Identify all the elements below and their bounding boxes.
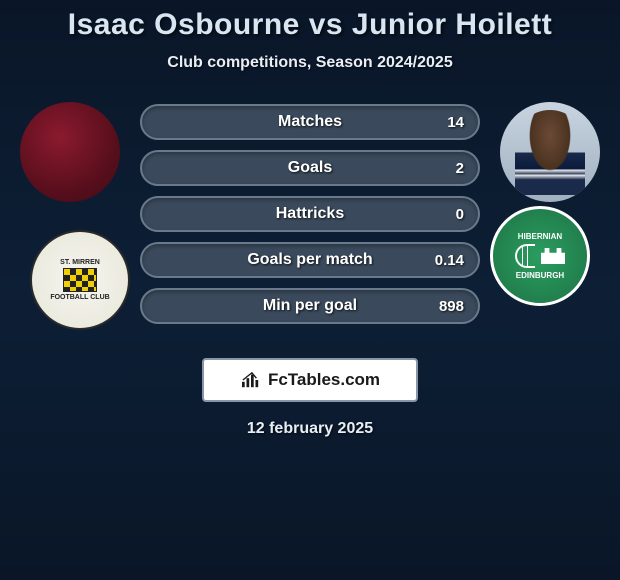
stat-value: 14: [447, 114, 464, 131]
stat-bar: Matches 14: [140, 104, 480, 140]
player-right-silhouette: [515, 110, 585, 195]
harp-icon: [515, 244, 535, 268]
stat-bars: Matches 14 Goals 2 Hattricks 0 Goals per…: [140, 102, 480, 324]
club-left-badge: ST. MIRREN FOOTBALL CLUB: [30, 230, 130, 330]
club-left-label-bottom: FOOTBALL CLUB: [50, 294, 109, 301]
comparison-card: Isaac Osbourne vs Junior Hoilett Club co…: [0, 0, 620, 438]
club-left-label-top: ST. MIRREN: [60, 259, 100, 266]
player-left-avatar: [20, 102, 120, 202]
brand-box[interactable]: FcTables.com: [202, 358, 418, 402]
player-right-avatar: [500, 102, 600, 202]
stat-label: Goals per match: [247, 251, 372, 269]
stat-value: 0.14: [435, 252, 464, 269]
club-right-badge: HIBERNIAN EDINBURGH: [490, 206, 590, 306]
stat-value: 0: [456, 206, 464, 223]
stat-bar: Goals 2: [140, 150, 480, 186]
stat-bar: Hattricks 0: [140, 196, 480, 232]
club-right-label-bottom: EDINBURGH: [516, 271, 564, 280]
castle-icon: [541, 248, 565, 264]
stats-area: ST. MIRREN FOOTBALL CLUB HIBERNIAN EDINB…: [10, 102, 610, 342]
club-right-label-top: HIBERNIAN: [518, 232, 562, 241]
club-left-checker-icon: [63, 268, 97, 292]
bar-chart-icon: [240, 371, 262, 389]
club-right-inner: HIBERNIAN EDINBURGH: [515, 232, 565, 280]
stat-label: Goals: [288, 159, 332, 177]
stat-bar: Min per goal 898: [140, 288, 480, 324]
date-label: 12 february 2025: [10, 420, 610, 438]
stat-label: Matches: [278, 113, 342, 131]
stat-label: Min per goal: [263, 297, 357, 315]
subtitle: Club competitions, Season 2024/2025: [10, 54, 610, 72]
club-left-inner: ST. MIRREN FOOTBALL CLUB: [50, 259, 109, 301]
stat-value: 2: [456, 160, 464, 177]
page-title: Isaac Osbourne vs Junior Hoilett: [10, 8, 610, 42]
stat-value: 898: [439, 298, 464, 315]
brand-text: FcTables.com: [268, 370, 380, 390]
stat-label: Hattricks: [276, 205, 344, 223]
stat-bar: Goals per match 0.14: [140, 242, 480, 278]
